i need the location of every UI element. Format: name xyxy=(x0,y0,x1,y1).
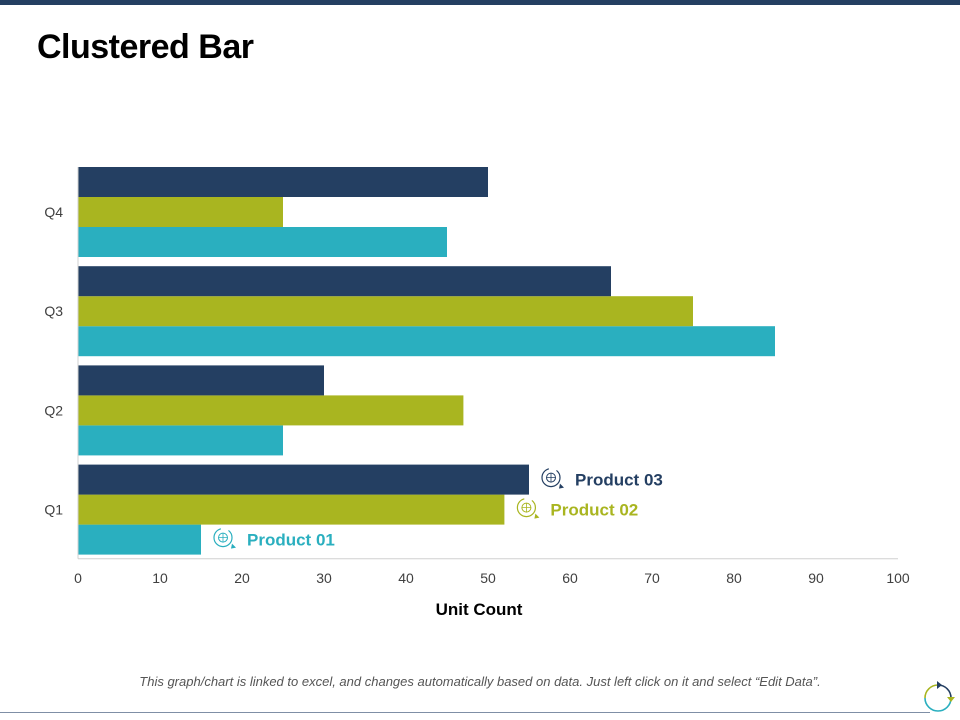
footer-note: This graph/chart is linked to excel, and… xyxy=(139,674,821,689)
page-title: Clustered Bar xyxy=(37,28,254,66)
x-tick-label: 50 xyxy=(480,570,496,586)
refresh-cycle-icon xyxy=(516,498,540,519)
bar-q1-product-01[interactable] xyxy=(78,524,201,555)
y-tick-label: Q3 xyxy=(44,303,63,319)
x-tick-label: 70 xyxy=(644,570,660,586)
bar-q1-product-03[interactable] xyxy=(78,464,529,495)
x-axis-title: Unit Count xyxy=(436,600,523,619)
x-tick-label: 60 xyxy=(562,570,578,586)
data-label-product-02: Product 02 xyxy=(550,501,638,520)
x-tick-label: 20 xyxy=(234,570,250,586)
x-tick-label: 40 xyxy=(398,570,414,586)
bar-q4-product-02[interactable] xyxy=(78,197,283,227)
x-tick-label: 90 xyxy=(808,570,824,586)
data-label-product-03: Product 03 xyxy=(575,471,663,490)
y-tick-label: Q1 xyxy=(44,502,63,518)
bar-q4-product-03[interactable] xyxy=(78,167,488,197)
y-tick-label: Q4 xyxy=(44,204,63,220)
x-tick-label: 0 xyxy=(74,570,82,586)
refresh-cycle-icon xyxy=(541,468,564,489)
bar-q4-product-01[interactable] xyxy=(78,227,447,257)
x-tick-label: 10 xyxy=(152,570,168,586)
bar-q3-product-02[interactable] xyxy=(78,296,693,327)
bar-q3-product-03[interactable] xyxy=(78,266,611,297)
x-tick-label: 100 xyxy=(886,570,910,586)
bar-q2-product-01[interactable] xyxy=(78,425,283,456)
bar-q3-product-01[interactable] xyxy=(78,326,775,357)
x-tick-label: 30 xyxy=(316,570,332,586)
data-label-product-01: Product 01 xyxy=(247,531,335,550)
x-tick-label: 80 xyxy=(726,570,742,586)
bar-q2-product-02[interactable] xyxy=(78,395,464,426)
refresh-cycle-icon xyxy=(213,527,236,549)
bar-q2-product-03[interactable] xyxy=(78,365,324,396)
bar-q1-product-02[interactable] xyxy=(78,494,505,525)
refresh-arrows-icon[interactable] xyxy=(920,680,956,716)
top-accent-bar xyxy=(0,0,960,5)
clustered-bar-chart[interactable]: Q1 Q2 Q3 Q4 0 10 20 30 40 50 60 70 80 90 100 Unit Count… xyxy=(0,0,960,640)
y-tick-label: Q2 xyxy=(44,402,63,418)
footer-divider xyxy=(0,712,930,713)
